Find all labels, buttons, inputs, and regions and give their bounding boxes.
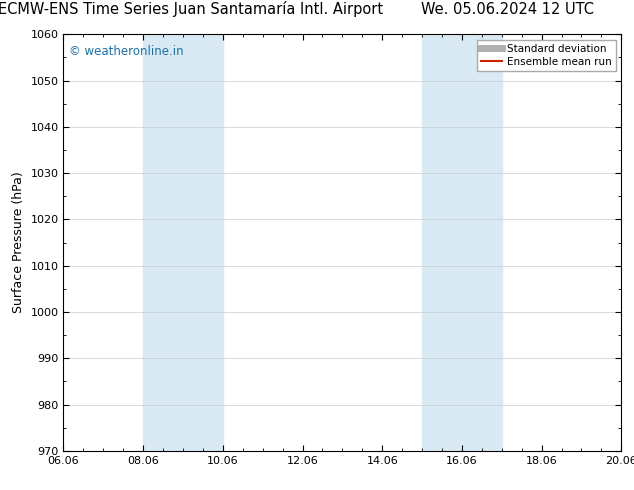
Text: We. 05.06.2024 12 UTC: We. 05.06.2024 12 UTC bbox=[421, 2, 593, 17]
Bar bbox=[143, 34, 223, 451]
Y-axis label: Surface Pressure (hPa): Surface Pressure (hPa) bbox=[12, 172, 25, 314]
Legend: Standard deviation, Ensemble mean run: Standard deviation, Ensemble mean run bbox=[477, 40, 616, 71]
Bar bbox=[422, 34, 501, 451]
Text: ECMW-ENS Time Series Juan Santamaría Intl. Airport: ECMW-ENS Time Series Juan Santamaría Int… bbox=[0, 1, 383, 17]
Text: © weatheronline.in: © weatheronline.in bbox=[69, 45, 184, 58]
Title: ECMW-ENS Time Series Juan Santamaría Intl. Airport       We. 05.06.2024 12 UTC: ECMW-ENS Time Series Juan Santamaría Int… bbox=[0, 489, 1, 490]
